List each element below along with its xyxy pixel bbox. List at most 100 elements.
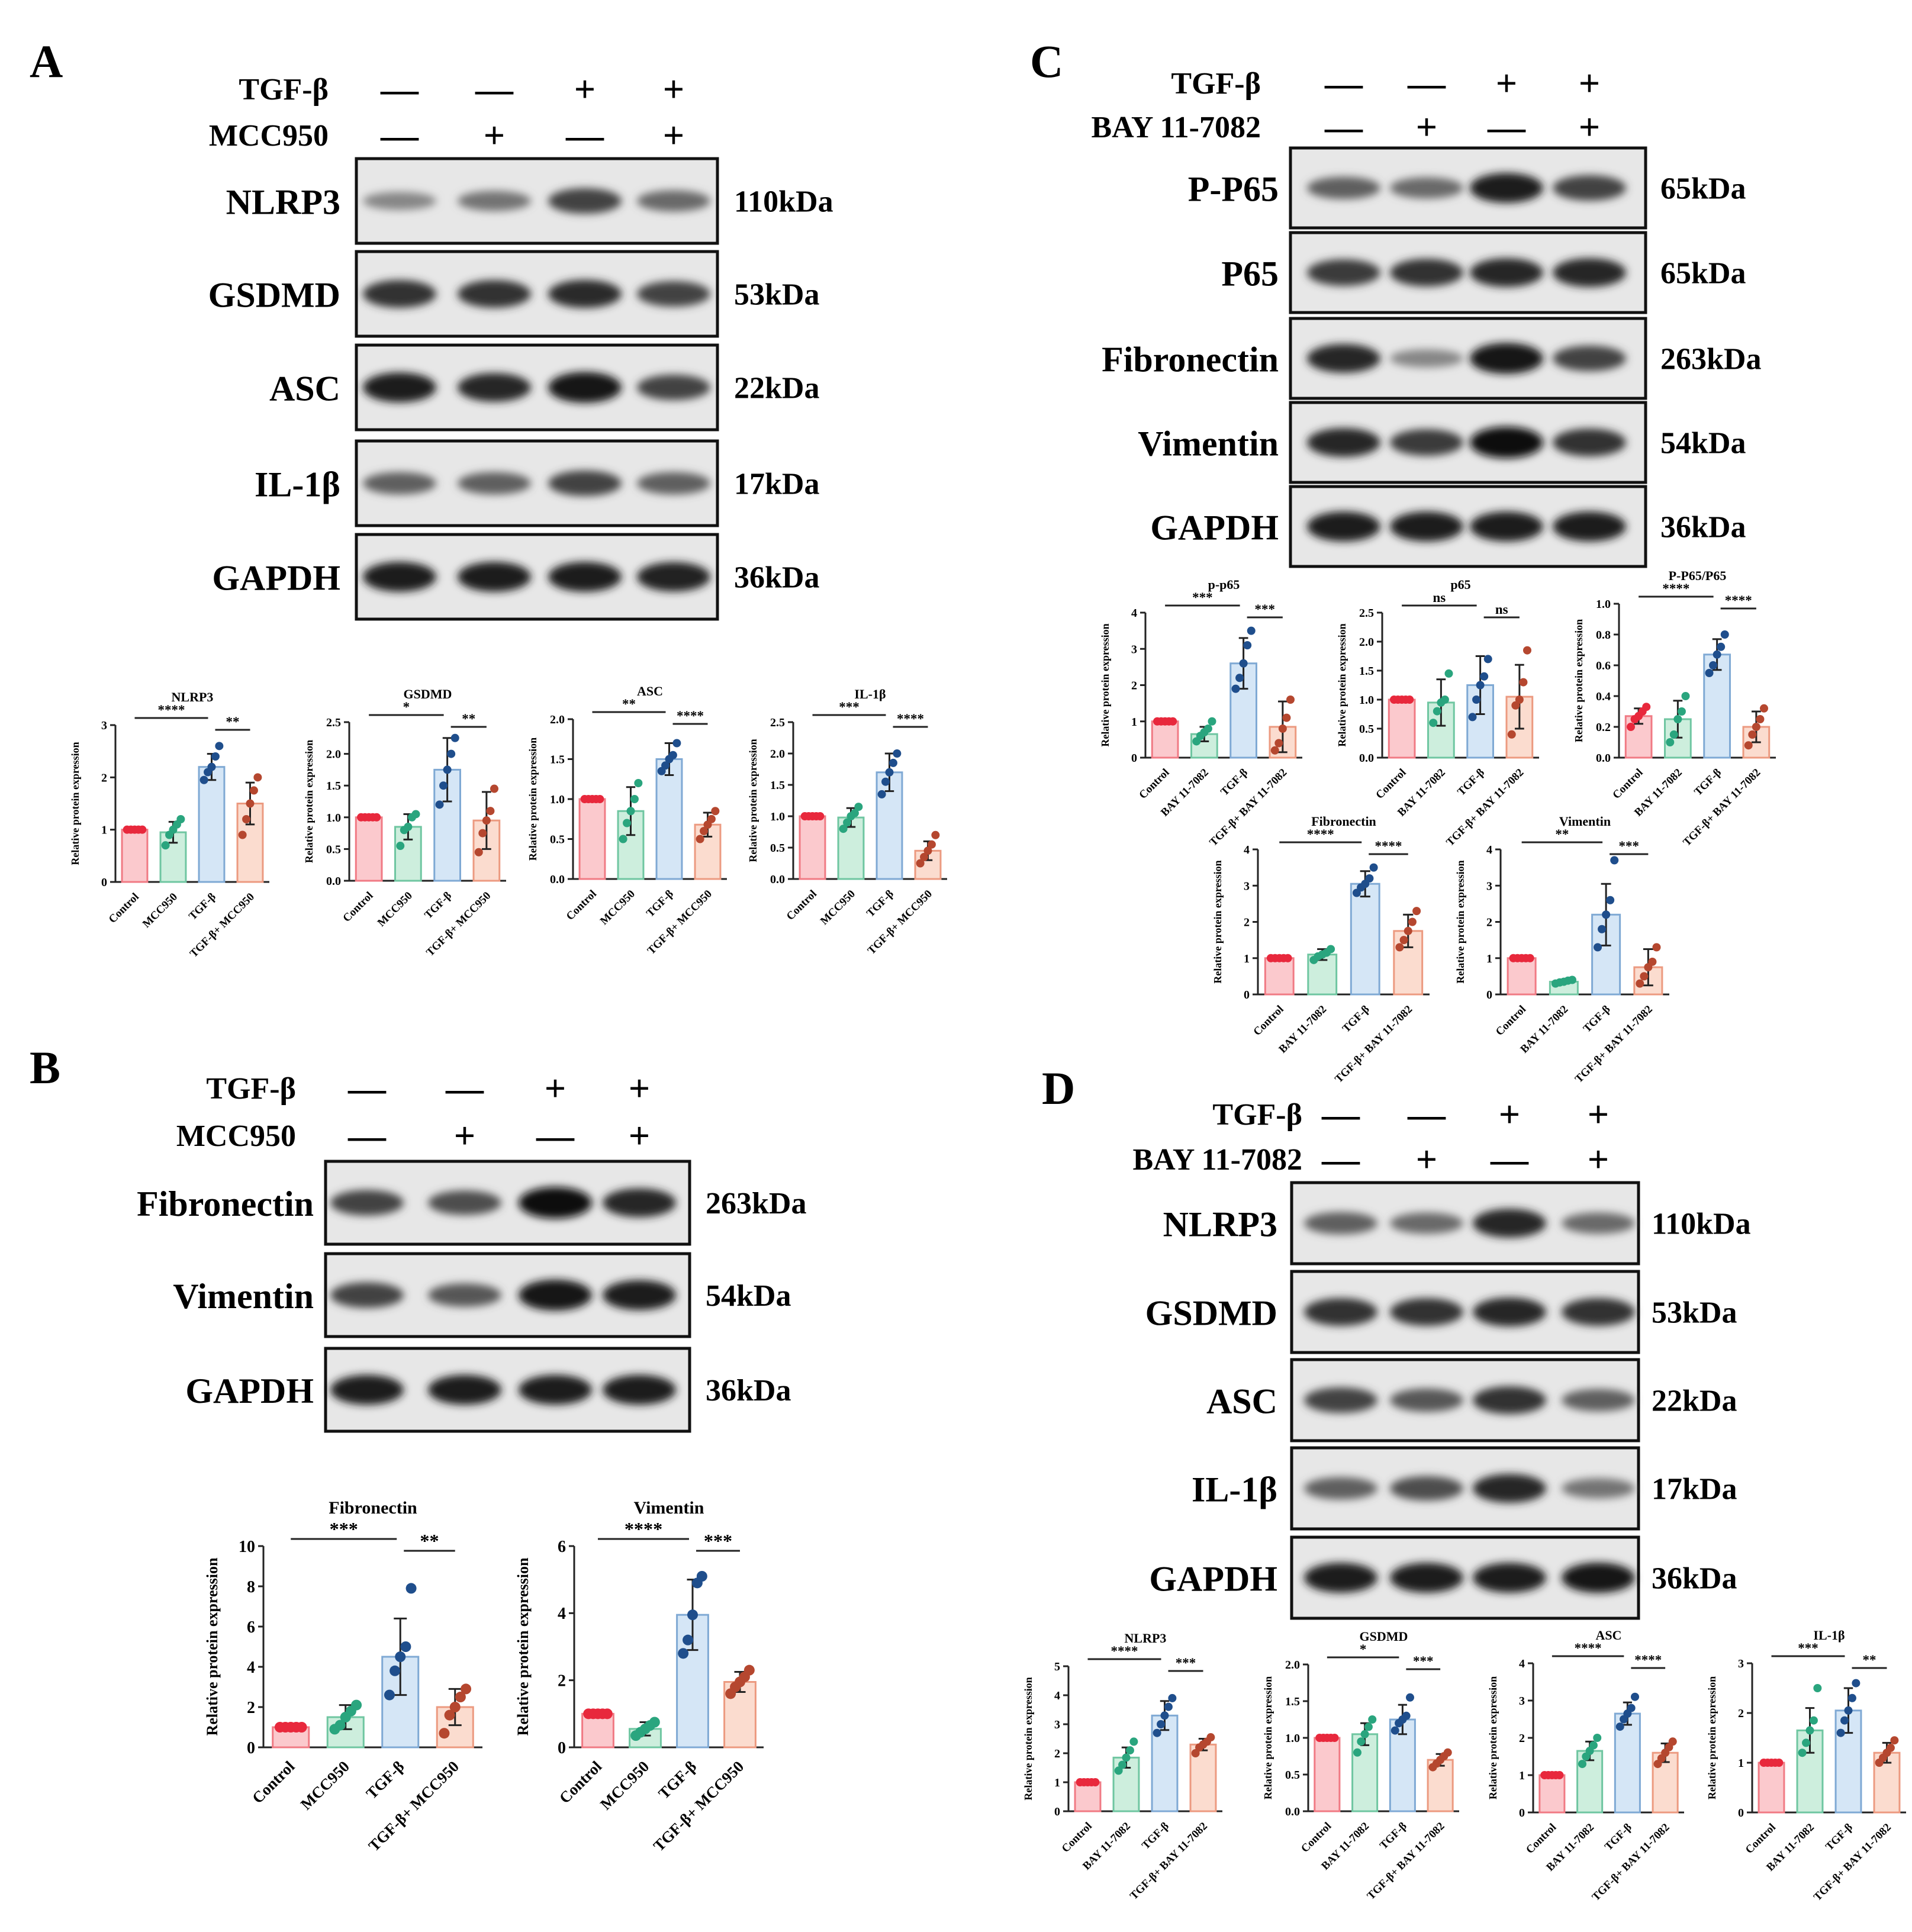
blot-band xyxy=(519,1374,592,1405)
category-label: TGF-β xyxy=(1823,1821,1855,1853)
significance-label: **** xyxy=(677,709,704,723)
data-point xyxy=(1602,910,1611,919)
data-point xyxy=(1840,1716,1849,1725)
protein-label: Vimentin xyxy=(173,1277,314,1316)
data-point xyxy=(447,749,456,758)
data-point xyxy=(455,1692,466,1702)
bar xyxy=(355,816,383,882)
y-tick-label: 2 xyxy=(1738,1707,1744,1720)
y-axis-label: Relative protein expression xyxy=(1022,1677,1034,1800)
plus-sign: + xyxy=(574,68,596,110)
bar xyxy=(655,758,683,880)
blot-band xyxy=(1390,1563,1463,1593)
category-label: TGF-β xyxy=(1140,1820,1171,1852)
y-axis-label: Relative protein expression xyxy=(1099,623,1111,746)
category-label: TGF-β xyxy=(1602,1821,1634,1853)
y-tick-label: 0.0 xyxy=(1285,1805,1300,1818)
blot-band xyxy=(548,188,622,214)
plus-sign: + xyxy=(1499,1093,1520,1135)
blot-band xyxy=(1470,343,1543,374)
minus-sign: — xyxy=(475,68,514,110)
y-tick-label: 3 xyxy=(1131,643,1137,656)
minus-sign: — xyxy=(1324,62,1363,104)
blot-band xyxy=(548,562,622,592)
blot-strip: GAPDH 36kDa xyxy=(212,533,819,621)
data-point xyxy=(1157,1720,1166,1728)
blot-strip: P-P65 65kDa xyxy=(1188,146,1746,230)
data-point xyxy=(1231,684,1240,693)
chart-title: P-P65/P65 xyxy=(1669,568,1727,583)
plus-sign: + xyxy=(1416,106,1437,148)
blot-band xyxy=(519,1279,592,1311)
protein-label: Fibronectin xyxy=(137,1184,314,1223)
blot-band xyxy=(1307,428,1380,457)
category-label: TGF-β xyxy=(1340,1003,1372,1035)
bar-chart-d-14: IL-1β 0 1 2 3 Relative protein expression Cont… xyxy=(1706,1628,1906,1904)
bar xyxy=(578,798,606,880)
bar-chart-d-12: GSDMD 0.0 0.5 1.0 1.5 2.0 Relative protein exp… xyxy=(1262,1629,1459,1902)
blot-band xyxy=(1470,258,1543,287)
y-axis-label: Relative protein expression xyxy=(747,739,759,862)
data-point xyxy=(816,812,825,820)
data-point xyxy=(1239,659,1248,668)
significance-label: *** xyxy=(1619,839,1640,854)
blot-strip: IL-1β 17kDa xyxy=(1192,1446,1737,1531)
data-point xyxy=(1368,1715,1377,1724)
y-tick-label: 2.0 xyxy=(326,748,341,761)
minus-sign: — xyxy=(347,1067,387,1109)
data-point xyxy=(1278,724,1287,733)
y-tick-label: 4 xyxy=(1519,1657,1525,1670)
blot-band xyxy=(1473,1386,1546,1414)
category-label: Control xyxy=(784,888,819,923)
significance-label: ns xyxy=(1433,590,1446,605)
minus-sign: — xyxy=(445,1067,484,1109)
protein-label: GAPDH xyxy=(185,1371,314,1411)
y-tick-label: 0.5 xyxy=(1359,723,1374,736)
blot-band xyxy=(1390,259,1463,286)
protein-label: IL-1β xyxy=(255,465,340,504)
bar-chart-d-13: ASC 0 1 2 3 4 Relative protein expression Contr… xyxy=(1487,1628,1684,1904)
blot-band xyxy=(1553,429,1626,456)
category-label: Control xyxy=(107,891,141,926)
blot-band xyxy=(458,373,531,402)
data-point xyxy=(1408,917,1417,926)
y-tick-label: 0.6 xyxy=(1596,659,1611,672)
molecular-weight-label: 53kDa xyxy=(734,278,819,312)
protein-label: P65 xyxy=(1221,255,1279,294)
blot-strip: IL-1β 17kDa xyxy=(255,439,819,527)
data-point xyxy=(1669,730,1678,739)
data-point xyxy=(1594,943,1602,952)
category-label: TGF-β+ BAY 11-7082 xyxy=(1332,1003,1415,1086)
significance-label: **** xyxy=(1375,839,1402,854)
significance-label: **** xyxy=(625,1518,662,1540)
data-point xyxy=(1399,936,1408,945)
blot-band xyxy=(1390,349,1463,368)
data-point xyxy=(1169,717,1177,726)
data-point xyxy=(1802,1738,1811,1747)
minus-sign: — xyxy=(380,68,419,110)
blot-band xyxy=(1473,1297,1546,1326)
bar-chart-c-9: Fibronectin 0 1 2 3 4 Relative protein express… xyxy=(1212,814,1430,1086)
y-tick-label: 2 xyxy=(1244,916,1250,929)
bar-chart-c-7: p65 0.0 0.5 1.0 1.5 2.0 2.5 Relative protein ex… xyxy=(1336,577,1539,849)
data-point xyxy=(1805,1726,1814,1735)
molecular-weight-label: 22kDa xyxy=(1652,1384,1737,1418)
data-point xyxy=(1402,1711,1411,1720)
data-point xyxy=(1274,739,1283,748)
y-tick-label: 2.0 xyxy=(1285,1659,1300,1672)
data-point xyxy=(1627,1704,1636,1712)
y-tick-label: 2.5 xyxy=(1359,607,1374,620)
condition-label: TGF-β xyxy=(239,73,329,107)
blot-band xyxy=(1307,259,1380,286)
blot-band xyxy=(1473,1474,1546,1503)
data-point xyxy=(1118,1760,1127,1769)
molecular-weight-label: 17kDa xyxy=(1652,1473,1737,1506)
y-axis-label: Relative protein expression xyxy=(1262,1676,1274,1799)
plus-sign: + xyxy=(663,114,684,156)
blot-band xyxy=(1473,1563,1546,1593)
plus-sign: + xyxy=(1579,106,1600,148)
data-point xyxy=(1748,730,1757,739)
data-point xyxy=(1555,1771,1564,1779)
category-label: TGF-β+ MCC950 xyxy=(188,891,257,960)
blot-band xyxy=(548,279,622,308)
